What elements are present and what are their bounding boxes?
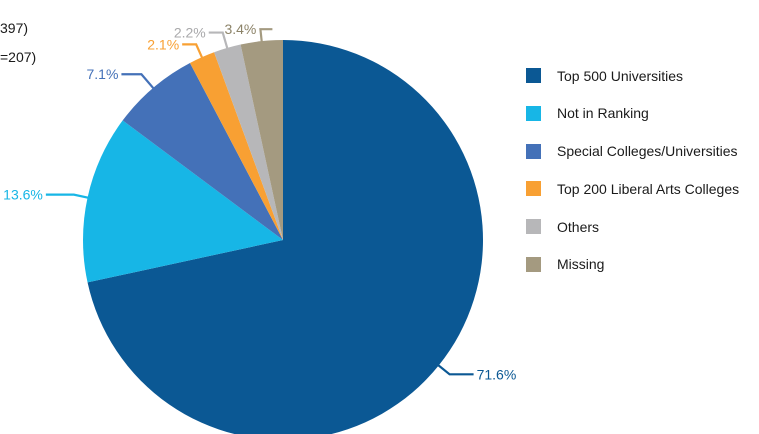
- legend: Top 500 Universities Not in Ranking Spec…: [526, 66, 739, 293]
- legend-label: Missing: [557, 256, 605, 273]
- leader-line: [208, 31, 230, 53]
- leader-line: [259, 28, 273, 46]
- data-label: 2.2%: [174, 25, 206, 41]
- truncated-header-line-2: =207): [0, 49, 37, 65]
- pie-slice: [122, 62, 283, 241]
- data-label: 71.6%: [477, 366, 517, 382]
- pie-slice: [214, 44, 283, 241]
- legend-swatch: [526, 68, 541, 83]
- legend-swatch: [526, 181, 541, 197]
- data-label: 7.1%: [86, 66, 118, 82]
- legend-item: Others: [526, 217, 739, 236]
- leader-line: [182, 43, 205, 62]
- legend-label: Top 500 Universities: [557, 67, 684, 84]
- pie-slice: [189, 52, 283, 240]
- truncated-header-line-1: 397): [0, 20, 29, 36]
- legend-item: Top 200 Liberal Arts Colleges: [526, 179, 739, 198]
- leader-line: [45, 193, 92, 200]
- pie-slice: [87, 40, 483, 434]
- legend-label: Others: [557, 218, 600, 235]
- legend-item: Top 500 Universities: [526, 66, 739, 85]
- legend-item: Not in Ranking: [526, 104, 739, 123]
- pie-slice: [240, 40, 283, 240]
- legend-swatch: [526, 143, 541, 159]
- legend-swatch: [526, 256, 541, 272]
- legend-label: Special Colleges/Universities: [557, 143, 738, 160]
- pie-slice: [82, 120, 283, 283]
- leader-line: [121, 73, 157, 92]
- legend-label: Top 200 Liberal Arts Colleges: [557, 180, 740, 197]
- data-label: 2.1%: [147, 36, 179, 52]
- legend-item: Special Colleges/Universities: [526, 142, 739, 161]
- legend-swatch: [526, 105, 541, 121]
- leader-line: [434, 362, 474, 376]
- data-label: 13.6%: [3, 187, 43, 203]
- legend-label: Not in Ranking: [557, 105, 649, 122]
- data-label: 3.4%: [224, 21, 256, 37]
- legend-swatch: [526, 219, 541, 235]
- legend-item: Missing: [526, 255, 739, 274]
